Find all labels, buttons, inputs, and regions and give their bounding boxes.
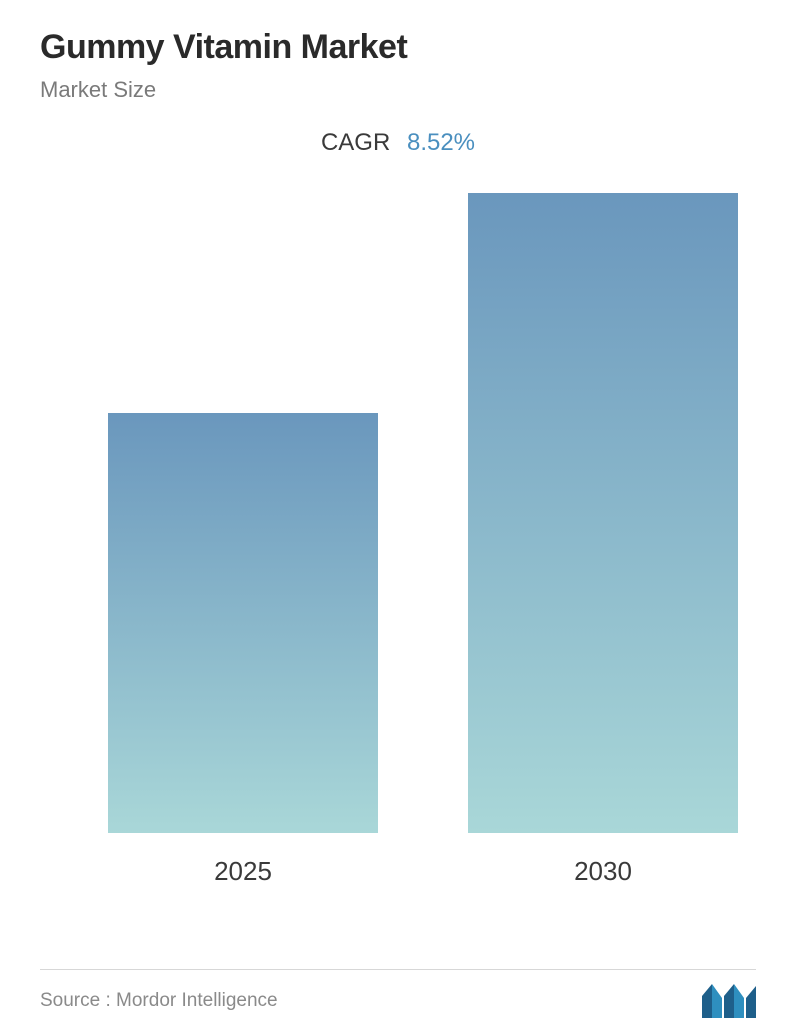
mordor-intelligence-logo-icon xyxy=(702,984,756,1018)
chart-title: Gummy Vitamin Market xyxy=(40,28,756,67)
bar-label-2030: 2030 xyxy=(468,856,738,887)
bar-2025 xyxy=(108,413,378,833)
bar-fill xyxy=(108,413,378,833)
chart-container: Gummy Vitamin Market Market Size CAGR 8.… xyxy=(0,0,796,1034)
cagr-line: CAGR 8.52% xyxy=(40,129,756,157)
source-text: Source : Mordor Intelligence xyxy=(40,990,278,1012)
footer-row: Source : Mordor Intelligence xyxy=(40,984,756,1018)
bar-label-2025: 2025 xyxy=(108,856,378,887)
cagr-value: 8.52% xyxy=(407,129,475,156)
bar-2030 xyxy=(468,193,738,833)
chart-area: 2025 2030 xyxy=(40,187,756,887)
chart-footer: Source : Mordor Intelligence xyxy=(0,969,796,1018)
bar-fill xyxy=(468,193,738,833)
cagr-label: CAGR xyxy=(321,129,390,156)
footer-divider xyxy=(40,969,756,970)
chart-subtitle: Market Size xyxy=(40,77,756,103)
